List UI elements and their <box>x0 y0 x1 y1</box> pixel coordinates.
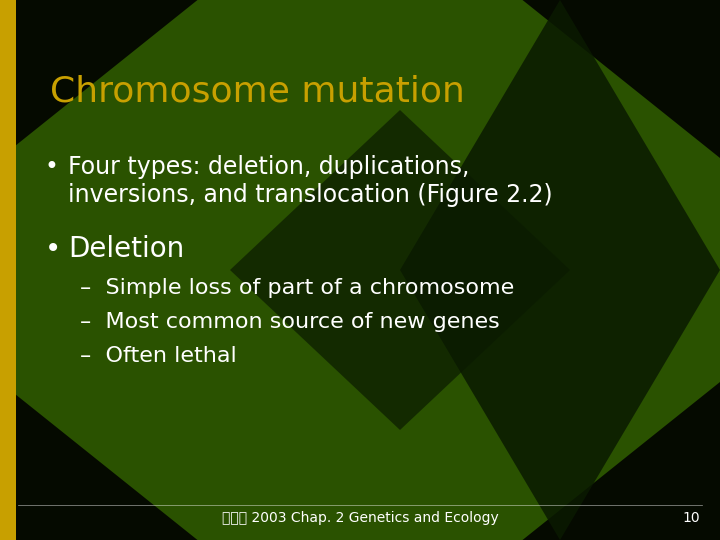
Text: Deletion: Deletion <box>68 235 184 263</box>
Text: •: • <box>45 155 59 179</box>
Text: 10: 10 <box>683 511 700 525</box>
Text: 生態學 2003 Chap. 2 Genetics and Ecology: 生態學 2003 Chap. 2 Genetics and Ecology <box>222 511 498 525</box>
Text: Four types: deletion, duplications,: Four types: deletion, duplications, <box>68 155 469 179</box>
Text: –  Most common source of new genes: – Most common source of new genes <box>80 312 500 332</box>
Bar <box>0 0 16 540</box>
Text: –  Often lethal: – Often lethal <box>80 346 237 366</box>
Text: •: • <box>45 235 61 263</box>
Polygon shape <box>400 0 720 540</box>
Text: inversions, and translocation (Figure 2.2): inversions, and translocation (Figure 2.… <box>68 183 553 207</box>
Polygon shape <box>230 110 570 430</box>
Text: –  Simple loss of part of a chromosome: – Simple loss of part of a chromosome <box>80 278 514 298</box>
Text: Chromosome mutation: Chromosome mutation <box>50 75 465 109</box>
